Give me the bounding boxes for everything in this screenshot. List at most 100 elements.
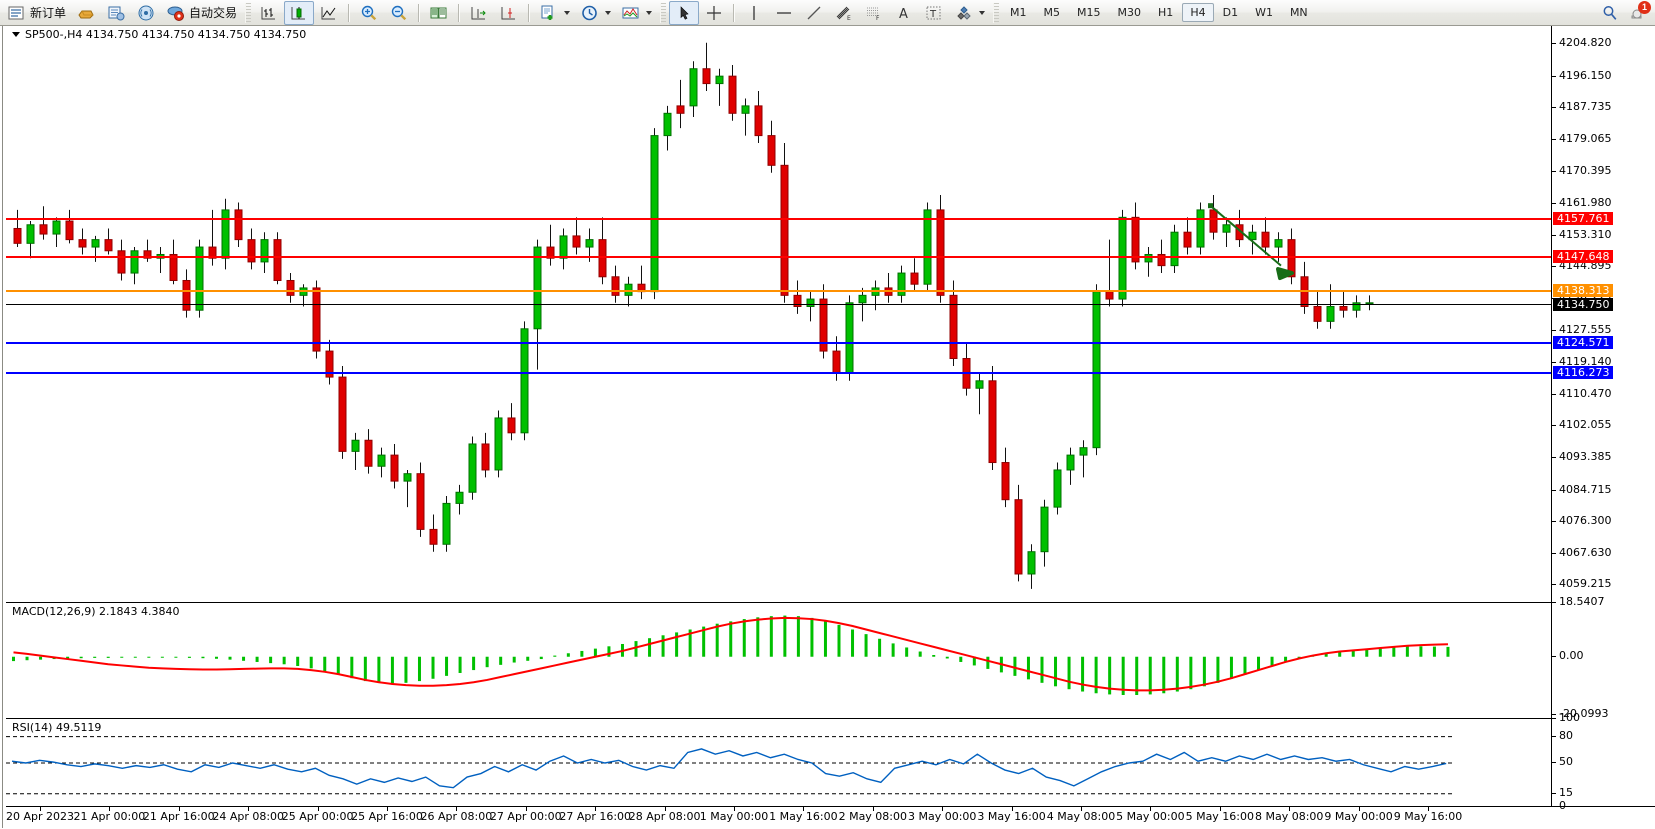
notification-badge: 1 xyxy=(1638,1,1651,14)
signal-button[interactable] xyxy=(131,1,161,25)
chevron-down-icon[interactable] xyxy=(646,10,653,15)
chart-menu-triangle-icon[interactable] xyxy=(12,32,20,37)
price-level-label-support[interactable]: 4124.571 xyxy=(1553,335,1613,349)
svg-text:F: F xyxy=(876,15,880,22)
time-tick: 5 May 00:00 xyxy=(1116,810,1185,823)
zoom-out-icon xyxy=(391,5,407,20)
candlestick-chart-button[interactable] xyxy=(284,0,315,25)
timeframe-d1[interactable]: D1 xyxy=(1222,6,1239,19)
autotrading-button[interactable]: 自动交易 xyxy=(161,1,242,25)
period-icon xyxy=(582,5,597,20)
objects-button[interactable] xyxy=(949,1,990,25)
bar-chart-button[interactable] xyxy=(254,1,284,25)
time-notch xyxy=(40,807,41,811)
toolbar-separator xyxy=(528,3,531,22)
chart-outer-frame: SP500-,H4 4134.750 4134.750 4134.750 413… xyxy=(2,26,1655,829)
time-tick: 27 Apr 00:00 xyxy=(489,810,562,823)
chart-area[interactable]: SP500-,H4 4134.750 4134.750 4134.750 413… xyxy=(0,26,1655,829)
price-axis[interactable]: 4204.820 4196.150 4187.735 4179.065 4170.395… xyxy=(1551,26,1655,812)
time-notch xyxy=(248,807,250,811)
toolbar-grip[interactable] xyxy=(245,2,252,23)
time-tick: 28 Apr 08:00 xyxy=(628,810,701,823)
time-notch xyxy=(317,807,319,811)
zoom-out-button[interactable] xyxy=(384,1,414,25)
zoom-in-icon xyxy=(361,5,377,20)
data-window-icon xyxy=(108,6,125,20)
time-tick: 25 Apr 00:00 xyxy=(281,810,354,823)
vline-button[interactable] xyxy=(739,1,769,25)
equidistant-icon: E xyxy=(836,6,851,22)
chevron-down-icon[interactable] xyxy=(564,10,571,15)
cursor-button[interactable] xyxy=(669,0,700,25)
time-notch xyxy=(1428,807,1429,811)
indicators-button[interactable] xyxy=(616,1,657,25)
text-label-button[interactable]: T xyxy=(919,1,949,25)
textlabel-icon: T xyxy=(926,6,941,20)
macd-label: MACD(12,26,9) 2.1843 4.3840 xyxy=(12,605,180,618)
toolbar-separator xyxy=(458,3,461,22)
zoom-in-button[interactable] xyxy=(354,1,384,25)
vline-icon xyxy=(753,5,755,20)
crosshair-button[interactable] xyxy=(699,1,729,25)
price-level-label-resistance[interactable]: 4157.761 xyxy=(1553,212,1613,226)
timeframe-m15[interactable]: M15 xyxy=(1077,6,1101,19)
fibonacci-button[interactable]: F xyxy=(859,1,889,25)
template-button[interactable] xyxy=(424,1,454,25)
notification-button[interactable]: 1 xyxy=(1629,1,1651,22)
bar-chart-icon xyxy=(261,6,276,19)
price-level-label-resistance[interactable]: 4147.648 xyxy=(1553,249,1613,263)
timeframe-h4[interactable]: H4 xyxy=(1182,3,1214,22)
rsi-label: RSI(14) 49.5119 xyxy=(12,721,102,734)
time-tick: 27 Apr 16:00 xyxy=(559,810,632,823)
trendline-icon xyxy=(807,6,821,19)
new-order-label: 新订单 xyxy=(30,6,67,20)
trendline-button[interactable] xyxy=(799,1,829,25)
price-pane[interactable]: SP500-,H4 4134.750 4134.750 4134.750 413… xyxy=(6,26,1655,600)
time-tick: 24 Apr 08:00 xyxy=(212,810,285,823)
toolbar-grip[interactable] xyxy=(660,2,667,23)
toolbar-grip[interactable] xyxy=(993,2,1000,23)
new-chart-button[interactable] xyxy=(534,1,575,25)
line-chart-button[interactable] xyxy=(314,1,344,25)
cursor-icon xyxy=(680,5,689,20)
rsi-pane[interactable]: RSI(14) 49.5119 xyxy=(6,718,1655,806)
time-tick: 1 May 16:00 xyxy=(769,810,838,823)
new-chart-icon xyxy=(541,5,553,20)
rsi-plot xyxy=(6,736,1454,795)
fibo-icon: F xyxy=(867,7,880,22)
time-tick: 4 May 08:00 xyxy=(1046,810,1116,823)
timeframe-h1[interactable]: H1 xyxy=(1158,6,1174,19)
price-level-label-support[interactable]: 4116.273 xyxy=(1553,366,1613,380)
chart-shift-icon xyxy=(471,6,486,19)
time-tick: 3 May 16:00 xyxy=(977,810,1046,823)
timeframe-w1[interactable]: W1 xyxy=(1255,6,1273,19)
text-button[interactable]: A xyxy=(889,1,919,25)
objects-icon xyxy=(957,5,971,20)
chevron-down-icon[interactable] xyxy=(979,10,986,15)
main-toolbar: 新订单 自动交易 xyxy=(0,0,1655,26)
time-tick: 25 Apr 16:00 xyxy=(351,810,423,823)
chevron-down-icon[interactable] xyxy=(605,10,612,15)
timeframe-mn[interactable]: MN xyxy=(1289,6,1308,19)
chart-shift-button[interactable] xyxy=(464,1,494,25)
auto-scroll-button[interactable] xyxy=(494,1,524,25)
macd-pane[interactable]: MACD(12,26,9) 2.1843 4.3840 xyxy=(6,602,1655,714)
data-window-button[interactable] xyxy=(101,1,131,25)
timeframe-m1[interactable]: M1 xyxy=(1010,6,1027,19)
time-axis[interactable]: 20 Apr 2023 21 Apr 00:00 21 Apr 16:00 24 Ap… xyxy=(6,806,1655,829)
time-tick: 9 May 16:00 xyxy=(1393,810,1463,823)
new-order-button[interactable]: 新订单 xyxy=(2,1,71,25)
hline-button[interactable] xyxy=(769,1,799,25)
gold-bar-button[interactable] xyxy=(71,1,101,25)
autotrading-label: 自动交易 xyxy=(189,6,238,20)
timeframe-m5[interactable]: M5 xyxy=(1043,6,1061,19)
period-button[interactable] xyxy=(575,1,616,25)
time-notch xyxy=(1011,807,1013,811)
gold-bar-icon xyxy=(78,10,94,18)
svg-text:T: T xyxy=(929,9,937,20)
price-level-label-pivot[interactable]: 4138.313 xyxy=(1553,284,1613,298)
price-level-label-last-price[interactable]: 4134.750 xyxy=(1553,297,1613,311)
search-icon[interactable] xyxy=(1601,4,1619,22)
timeframe-m30[interactable]: M30 xyxy=(1117,6,1142,19)
equidistant-channel-button[interactable]: E xyxy=(829,1,859,25)
